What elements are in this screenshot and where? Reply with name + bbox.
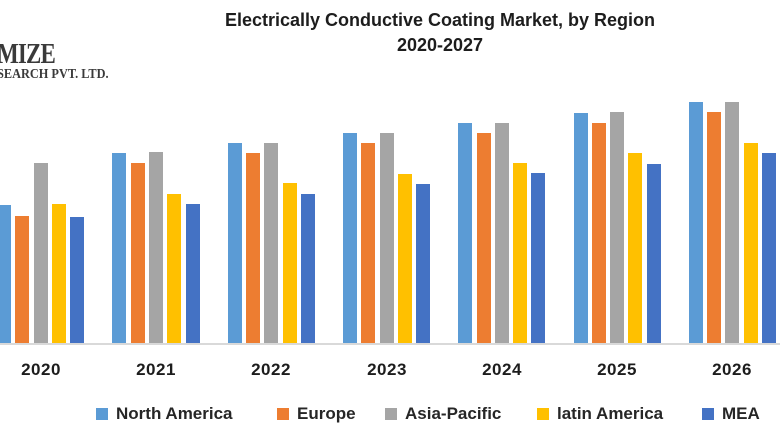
- bar-mea-2026: [762, 153, 776, 343]
- legend-item-asia-pacific: Asia-Pacific: [385, 403, 501, 425]
- bar-asia-pacific-2026: [725, 102, 739, 343]
- bar-north-america-2024: [458, 123, 472, 343]
- legend-label-north-america: North America: [116, 404, 233, 423]
- legend-label-mea: MEA: [722, 404, 760, 423]
- chart-title: Electrically Conductive Coating Market, …: [224, 10, 656, 30]
- bar-north-america-2022: [228, 143, 242, 343]
- bar-europe-2025: [592, 123, 606, 343]
- bar-north-america-2025: [574, 113, 588, 343]
- bar-latin-america-2022: [283, 183, 297, 343]
- x-label-2025: 2025: [597, 360, 637, 379]
- bar-asia-pacific-2020: [34, 163, 48, 343]
- legend-swatch-europe: [277, 408, 289, 420]
- bar-mea-2021: [186, 204, 200, 343]
- logo-subtext: SEARCH PVT. LTD.: [0, 67, 109, 82]
- bar-north-america-2021: [112, 153, 126, 343]
- bar-asia-pacific-2023: [380, 133, 394, 343]
- bar-asia-pacific-2022: [264, 143, 278, 343]
- logo: MIZE SEARCH PVT. LTD.: [0, 39, 124, 82]
- bar-asia-pacific-2021: [149, 152, 163, 343]
- bar-mea-2025: [647, 164, 661, 343]
- x-label-2024: 2024: [482, 360, 522, 379]
- bar-asia-pacific-2025: [610, 112, 624, 343]
- bar-europe-2020: [15, 216, 29, 343]
- chart-title-block: Electrically Conductive Coating Market, …: [100, 8, 780, 58]
- legend-swatch-north-america: [96, 408, 108, 420]
- bar-asia-pacific-2024: [495, 123, 509, 343]
- bar-north-america-2026: [689, 102, 703, 343]
- legend-swatch-latin-america: [537, 408, 549, 420]
- bar-europe-2024: [477, 133, 491, 343]
- x-label-2020: 2020: [21, 360, 61, 379]
- legend-swatch-asia-pacific: [385, 408, 397, 420]
- bar-latin-america-2026: [744, 143, 758, 343]
- bar-europe-2026: [707, 112, 721, 343]
- bar-latin-america-2024: [513, 163, 527, 343]
- x-axis-line: [0, 343, 780, 345]
- bar-north-america-2023: [343, 133, 357, 343]
- bar-mea-2020: [70, 217, 84, 343]
- bar-north-america-2020: [0, 205, 11, 343]
- x-label-2021: 2021: [136, 360, 176, 379]
- legend-swatch-mea: [702, 408, 714, 420]
- legend-item-north-america: North America: [96, 403, 233, 425]
- bar-latin-america-2023: [398, 174, 412, 343]
- logo-text: MIZE: [0, 39, 56, 70]
- bar-latin-america-2021: [167, 194, 181, 343]
- bar-europe-2023: [361, 143, 375, 343]
- legend-label-latin-america: latin America: [557, 404, 664, 423]
- bar-europe-2021: [131, 163, 145, 343]
- bar-latin-america-2020: [52, 204, 66, 343]
- bar-mea-2022: [301, 194, 315, 343]
- chart-subtitle: 2020-2027: [396, 35, 484, 55]
- legend-label-asia-pacific: Asia-Pacific: [405, 404, 502, 423]
- bar-latin-america-2025: [628, 153, 642, 343]
- legend-label-europe: Europe: [297, 404, 356, 423]
- bar-europe-2022: [246, 153, 260, 343]
- bar-mea-2023: [416, 184, 430, 343]
- legend-item-latin-america: latin America: [537, 403, 663, 425]
- legend-item-europe: Europe: [277, 403, 356, 425]
- x-label-2022: 2022: [251, 360, 291, 379]
- x-label-2026: 2026: [712, 360, 752, 379]
- legend-item-mea: MEA: [702, 403, 760, 425]
- bar-mea-2024: [531, 173, 545, 343]
- x-label-2023: 2023: [367, 360, 407, 379]
